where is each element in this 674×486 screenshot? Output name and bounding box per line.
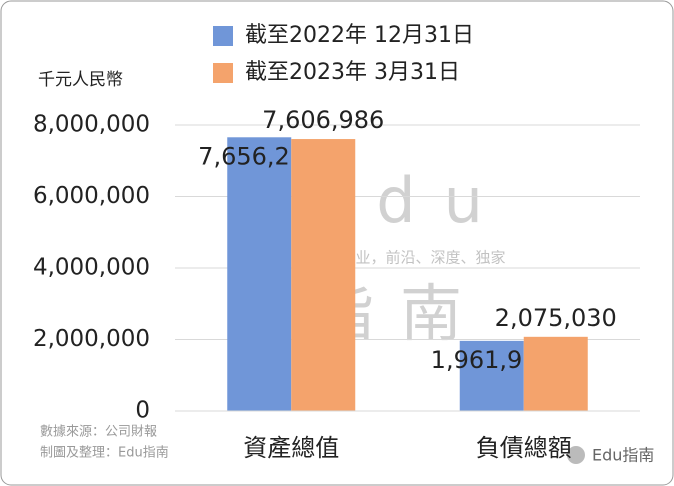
bar bbox=[459, 340, 524, 411]
x-tick-label: 資產總值 bbox=[243, 434, 339, 462]
y-axis-label: 千元人民幣 bbox=[38, 70, 123, 90]
bar bbox=[291, 139, 356, 412]
legend-swatch bbox=[213, 26, 233, 46]
y-tick-label: 8,000,000 bbox=[33, 112, 150, 138]
value-label: 2,075,030 bbox=[495, 304, 617, 332]
legend-swatch bbox=[213, 63, 233, 83]
legend-label: 截至2022年 12月31日 bbox=[245, 23, 474, 48]
y-tick-label: 4,000,000 bbox=[33, 255, 150, 281]
y-tick-label: 0 bbox=[135, 398, 150, 424]
value-label: 7,606,986 bbox=[262, 106, 384, 134]
bar bbox=[227, 137, 292, 411]
bar bbox=[523, 336, 588, 411]
brand-icon bbox=[567, 446, 585, 464]
brand: Edu指南 bbox=[592, 446, 654, 465]
y-tick-label: 6,000,000 bbox=[33, 183, 150, 209]
x-tick-label: 負債總額 bbox=[476, 434, 572, 462]
y-tick-label: 2,000,000 bbox=[33, 326, 150, 352]
source: 數據來源：公司財報 bbox=[40, 425, 157, 440]
watermark: 教育行业，前沿、深度、独家 bbox=[310, 249, 505, 267]
legend-label: 截至2023年 3月31日 bbox=[245, 60, 460, 85]
credit: 制圖及整理：Edu指南 bbox=[40, 445, 169, 461]
